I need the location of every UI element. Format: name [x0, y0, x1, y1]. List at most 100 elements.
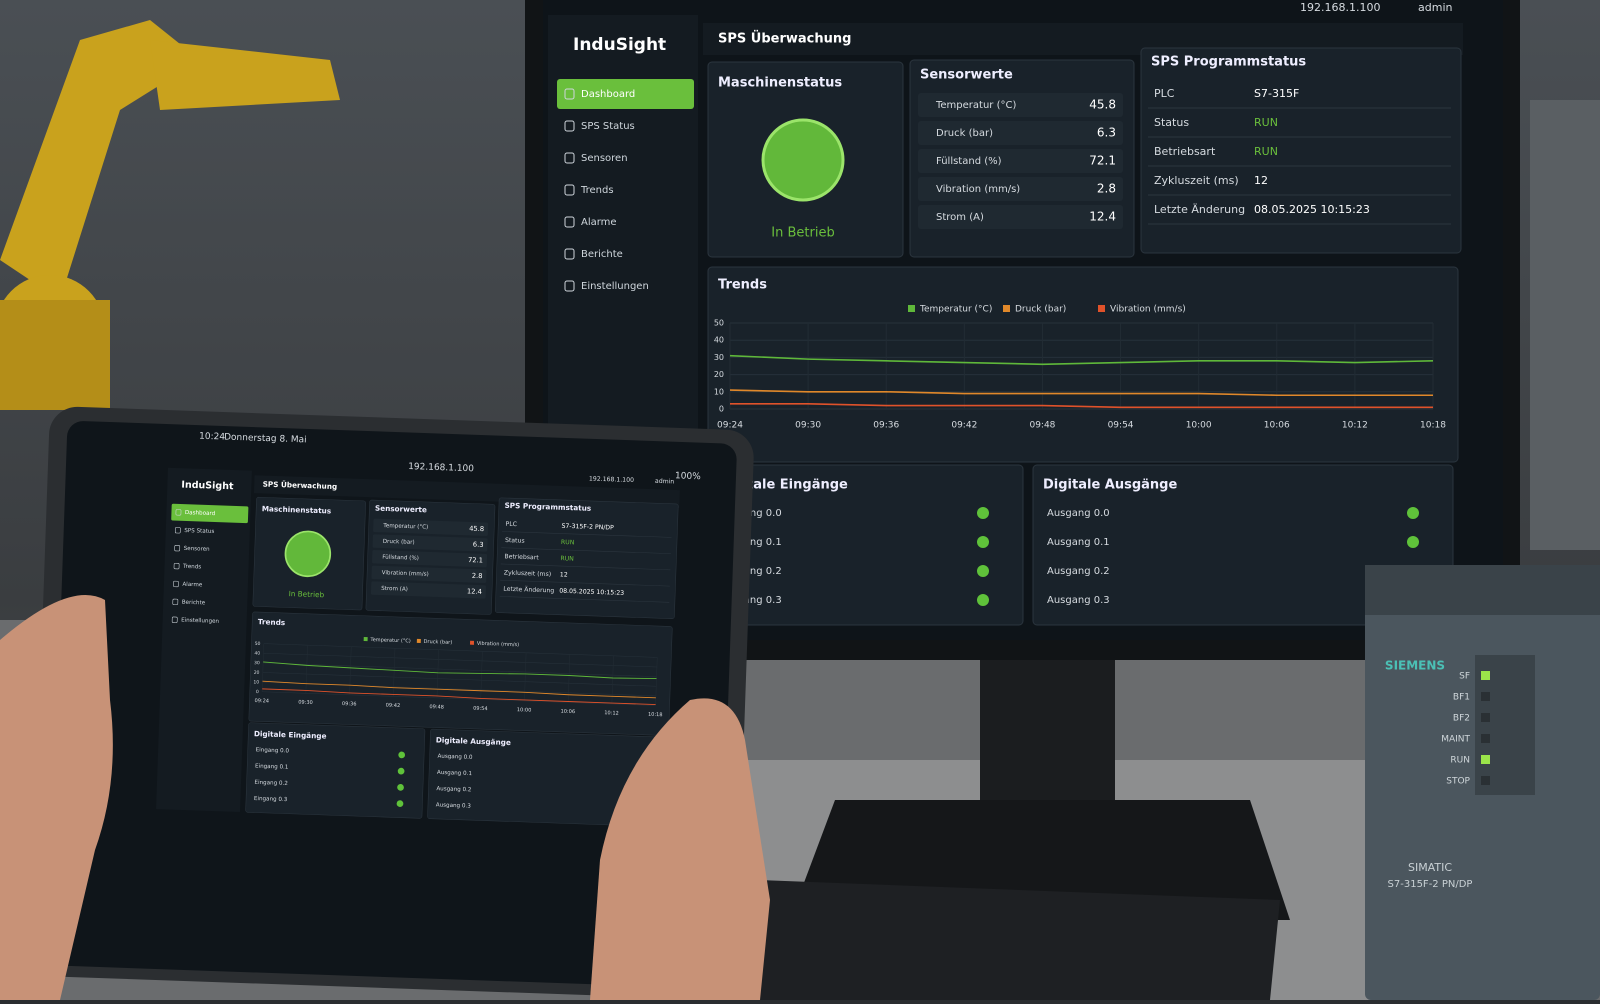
nav-item[interactable]: Alarme — [182, 582, 203, 589]
y-tick-label: 40 — [254, 650, 260, 656]
sensor-value: 2.8 — [1097, 182, 1116, 196]
card-title: Digitale Eingänge — [254, 729, 327, 741]
io-label: Ausgang 0.2 — [1047, 566, 1110, 577]
sensor-row — [918, 177, 1123, 201]
status-lamp — [761, 118, 845, 202]
y-tick-label: 40 — [714, 336, 724, 345]
sensor-label: Druck (bar) — [383, 539, 415, 546]
nav-item[interactable]: SPS Status — [184, 528, 214, 535]
card — [248, 611, 673, 736]
row-divider — [501, 531, 672, 538]
led-label: RUN — [1450, 756, 1470, 766]
nav-active[interactable] — [557, 79, 694, 109]
program-value: S7-315F — [1254, 87, 1299, 100]
trend-line — [262, 688, 656, 705]
x-tick-label: 10:18 — [1420, 421, 1446, 431]
io-indicator — [1407, 536, 1419, 548]
led-label: MAINT — [1441, 735, 1470, 745]
card-title: Trends — [258, 617, 286, 627]
sensor-label: Strom (A) — [936, 212, 984, 223]
io-indicator — [1407, 507, 1419, 519]
program-value: 12 — [1254, 174, 1268, 187]
device-family: SIMATIC — [1408, 861, 1452, 874]
io-label: Eingang 0.3 — [722, 595, 782, 606]
nav-item[interactable]: Einstellungen — [581, 281, 649, 292]
nav-item[interactable]: Dashboard — [185, 510, 216, 517]
program-value: RUN — [1254, 145, 1278, 158]
y-tick-label: 30 — [714, 353, 724, 362]
grid-line — [262, 691, 656, 706]
header-ip: 192.168.1.100 — [589, 475, 634, 484]
io-indicator — [977, 594, 989, 606]
sensor-value: 12.4 — [467, 587, 482, 596]
nav-item[interactable]: Sensoren — [581, 153, 628, 164]
trend-line — [729, 354, 1434, 366]
program-label: Status — [1154, 116, 1189, 129]
nav-item[interactable]: Einstellungen — [181, 618, 220, 625]
x-tick-label: 09:54 — [1108, 421, 1134, 431]
x-tick-label: 10:12 — [604, 710, 619, 717]
grid-line — [263, 662, 657, 677]
nav-item[interactable]: SPS Status — [581, 121, 635, 132]
led — [1481, 713, 1490, 722]
header-ip: 192.168.1.100 — [1300, 1, 1380, 14]
nav-icon — [564, 280, 575, 292]
io-label: Ausgang 0.3 — [436, 802, 472, 809]
nav-icon — [564, 88, 575, 100]
x-tick-label: 10:06 — [1264, 421, 1290, 431]
tablet-date: Donnerstag 8. Mai — [224, 433, 307, 446]
sensor-row — [918, 121, 1123, 145]
sensor-row — [373, 518, 489, 536]
card-title: Digitale Ausgänge — [436, 735, 511, 747]
x-tick-label: 09:42 — [386, 703, 401, 710]
header-user[interactable]: admin — [1418, 1, 1452, 14]
nav-item[interactable]: Alarme — [581, 217, 617, 228]
nav-item[interactable]: Dashboard — [581, 89, 635, 100]
header-user[interactable]: admin — [655, 478, 675, 486]
led — [1481, 692, 1490, 701]
nav-active[interactable] — [171, 503, 249, 524]
led-label: BF2 — [1453, 714, 1470, 724]
io-label: Eingang 0.2 — [722, 566, 782, 577]
program-label: Betriebsart — [1154, 145, 1216, 158]
io-label: Ausgang 0.1 — [437, 770, 473, 777]
card-title: Maschinenstatus — [718, 76, 842, 91]
page-title: SPS Überwachung — [263, 479, 338, 491]
sensor-label: Vibration (mm/s) — [382, 570, 429, 578]
y-tick-label: 50 — [255, 641, 261, 647]
led — [1481, 671, 1490, 680]
program-label: Status — [505, 537, 525, 545]
io-indicator — [977, 536, 989, 548]
x-tick-label: 10:06 — [560, 709, 575, 716]
program-value: 12 — [560, 571, 568, 578]
y-tick-label: 50 — [714, 319, 724, 328]
nav-item[interactable]: Berichte — [581, 249, 623, 260]
program-label: Letzte Änderung — [503, 584, 554, 595]
grid-line — [263, 643, 658, 658]
led — [1481, 734, 1490, 743]
x-tick-label: 09:48 — [1029, 421, 1055, 431]
nav-item[interactable]: Berichte — [182, 600, 206, 607]
io-label: Eingang 0.3 — [254, 796, 288, 803]
nav-icon — [564, 216, 575, 228]
sensor-label: Strom (A) — [381, 586, 408, 593]
legend-label: Temperatur (°C) — [919, 305, 992, 315]
y-tick-label: 30 — [254, 660, 260, 666]
keyboard — [750, 880, 1280, 1000]
legend-swatch — [908, 305, 915, 312]
y-tick-label: 20 — [714, 370, 724, 379]
io-indicator — [397, 784, 404, 791]
trend-line — [730, 403, 1433, 409]
card-title: Trends — [718, 278, 767, 293]
x-tick-label: 09:30 — [795, 421, 821, 431]
grid-line — [262, 672, 657, 687]
nav-item[interactable]: Sensoren — [184, 546, 211, 553]
program-value: S7-315F-2 PN/DP — [561, 523, 614, 532]
y-tick-label: 10 — [714, 387, 724, 396]
nav-item[interactable]: Trends — [182, 564, 202, 571]
nav-item[interactable]: Trends — [580, 185, 614, 196]
nav-icon — [174, 545, 181, 552]
sensor-label: Temperatur (°C) — [382, 523, 428, 531]
tablet-dashboard: InduSight Dashboard SPS Status Sensoren Tren… — [156, 467, 680, 827]
